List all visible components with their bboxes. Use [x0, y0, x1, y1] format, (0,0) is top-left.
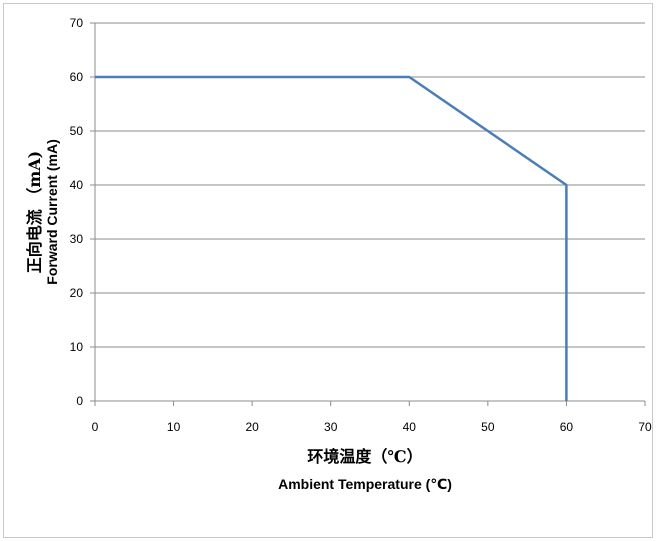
x-tick-label-40: 40 [403, 420, 417, 434]
x-tick-labels: 0 10 20 30 40 50 60 70 [92, 420, 652, 434]
y-tick-label-0: 0 [76, 394, 83, 408]
gridlines [95, 22, 645, 348]
x-tick-label-0: 0 [92, 420, 99, 434]
chart-frame [3, 3, 653, 538]
x-tick-label-30: 30 [324, 420, 338, 434]
x-tick-label-10: 10 [167, 420, 181, 434]
y-axis-title-english: Forward Current (mA) [44, 139, 60, 284]
x-tick-label-60: 60 [560, 420, 574, 434]
y-axis-title-chinese: 正向电流 （mA) [25, 151, 44, 274]
axes [90, 22, 646, 406]
x-tick-label-50: 50 [481, 420, 495, 434]
x-tick-label-20: 20 [245, 420, 259, 434]
y-tick-label-10: 10 [70, 340, 84, 354]
series-line-0 [95, 75, 568, 401]
x-axis-title-english: Ambient Temperature (℃) [278, 476, 452, 492]
data-series [95, 75, 568, 401]
y-tick-label-40: 40 [70, 178, 84, 192]
y-tick-label-20: 20 [70, 286, 84, 300]
y-tick-label-70: 70 [70, 16, 84, 30]
y-tick-label-50: 50 [70, 124, 84, 138]
y-tick-labels: 0 10 20 30 40 50 60 70 [70, 16, 84, 408]
y-tick-label-30: 30 [70, 232, 84, 246]
y-tick-label-60: 60 [70, 70, 84, 84]
x-tick-label-70: 70 [638, 420, 652, 434]
x-axis-title-chinese: 环境温度（℃） [307, 447, 422, 466]
